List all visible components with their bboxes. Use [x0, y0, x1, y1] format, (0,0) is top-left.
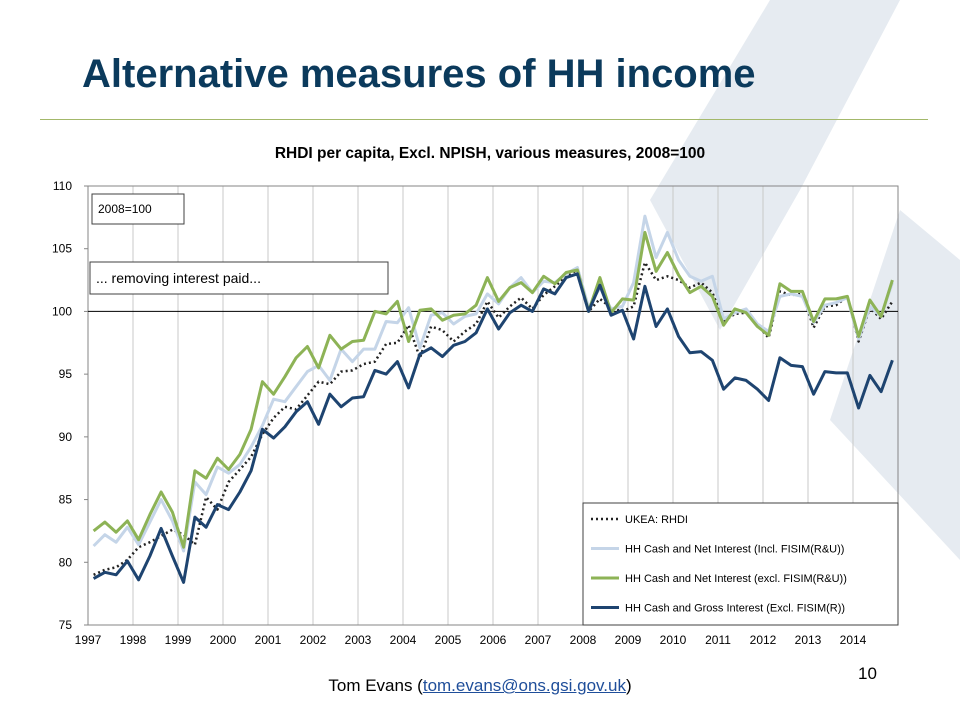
- x-tick-label: 2007: [525, 633, 552, 647]
- y-tick-label: 75: [59, 618, 73, 632]
- x-tick-label: 2008: [570, 633, 597, 647]
- x-tick-label: 2012: [750, 633, 777, 647]
- watermark-chevron-lower: [830, 210, 960, 560]
- chart-title: RHDI per capita, Excl. NPISH, various me…: [275, 145, 705, 162]
- footer-author: Tom Evans (: [328, 676, 423, 695]
- y-tick-label: 85: [59, 493, 73, 507]
- x-tick-label: 2001: [255, 633, 282, 647]
- x-tick-label: 2005: [435, 633, 462, 647]
- page-number: 10: [858, 664, 877, 683]
- annotation-box: [91, 193, 185, 225]
- x-tick-label: 2014: [840, 633, 867, 647]
- annotation-text: ... removing interest paid...: [96, 270, 261, 286]
- y-tick-label: 105: [52, 242, 72, 256]
- legend-box: [582, 502, 899, 626]
- x-tick-label: 1998: [120, 633, 147, 647]
- series-line-2: [92, 214, 894, 553]
- x-tick-label: 1999: [165, 633, 192, 647]
- legend-label: HH Cash and Net Interest (excl. FISIM(R&…: [625, 573, 847, 585]
- legend-label: HH Cash and Gross Interest (Excl. FISIM(…: [625, 603, 845, 615]
- legend-label: UKEA: RHDI: [625, 514, 688, 526]
- y-tick-label: 90: [59, 430, 73, 444]
- x-tick-label: 2002: [300, 633, 327, 647]
- footer-email-link[interactable]: tom.evans@ons.gsi.gov.uk: [422, 676, 626, 695]
- x-tick-label: 1997: [75, 633, 102, 647]
- slide-title: Alternative measures of HH income: [82, 52, 756, 96]
- y-tick-label: 100: [52, 304, 72, 318]
- annotation-box: [89, 261, 389, 295]
- x-tick-label: 2004: [390, 633, 417, 647]
- x-tick-label: 2010: [660, 633, 687, 647]
- y-tick-label: 110: [53, 179, 72, 193]
- series-line-3: [92, 230, 894, 549]
- slide-footer: Tom Evans (tom.evans@ons.gsi.gov.uk): [0, 676, 960, 696]
- y-tick-label: 95: [59, 367, 73, 381]
- x-tick-label: 2009: [615, 633, 642, 647]
- series-line-4: [92, 272, 894, 584]
- legend-label: HH Cash and Net Interest (Incl. FISIM(R&…: [625, 544, 844, 556]
- y-tick-label: 80: [59, 555, 73, 569]
- x-tick-label: 2011: [705, 633, 731, 647]
- x-tick-label: 2006: [480, 633, 507, 647]
- watermark-chevron-upper: [650, 0, 900, 330]
- plot-area-border: [87, 185, 899, 626]
- annotation-text: 2008=100: [98, 202, 152, 216]
- title-rule: [40, 119, 928, 120]
- series-line-1: [93, 261, 894, 576]
- x-tick-label: 2003: [345, 633, 372, 647]
- footer-close: ): [625, 676, 632, 695]
- x-tick-label: 2013: [795, 633, 822, 647]
- x-tick-label: 2000: [210, 633, 237, 647]
